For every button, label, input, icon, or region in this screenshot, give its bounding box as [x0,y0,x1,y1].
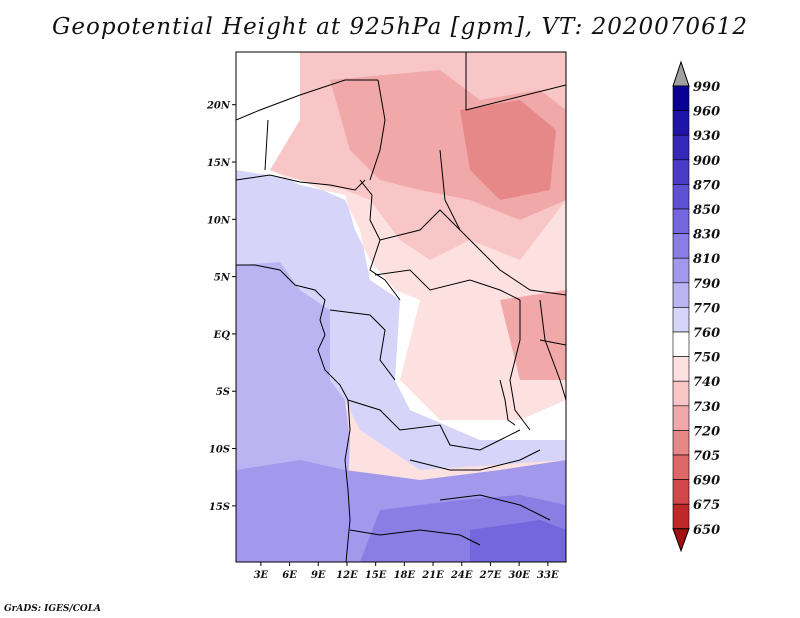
colorbar-level-label: 760 [693,326,720,341]
colorbar-level-label: 990 [693,80,720,95]
y-tick-label: 20N [206,101,231,112]
border-nigeria [264,119,269,171]
colorbar-swatch [672,307,690,333]
colorbar-level-label: 960 [693,105,720,120]
x-tick-label: 9E [311,570,326,581]
border-lake-chad [359,179,401,301]
colorbar-level-label: 770 [693,301,720,316]
field-east-pink [500,290,566,380]
country-borders [236,52,566,562]
field-red-max [460,100,556,200]
border-congo [329,309,396,381]
x-tick-label: 18E [394,570,416,581]
x-tick-label: 6E [282,570,297,581]
colorbar-swatch [672,479,690,505]
colorbar-level-label: 730 [693,400,720,415]
colorbar-swatch [672,257,690,284]
field-white-band [236,52,566,440]
colorbar-level-label: 650 [693,523,720,538]
border-east-africa [509,300,531,431]
colorbar-swatch [672,405,690,431]
x-tick-label: 24E [450,570,473,581]
border-zambia [409,449,541,471]
border-chad-sudan [369,79,386,181]
colorbar-swatch [672,233,690,259]
border-sudan-car [439,149,566,296]
border-angola-namibia [349,529,481,546]
y-tick-label: 5N [214,273,231,284]
colorbar-level-label: 930 [693,129,720,144]
field-south-darker [470,520,566,562]
colorbar-swatch [672,356,690,382]
colorbar-swatch [672,184,690,210]
colorbar-swatch [672,208,690,234]
colorbar-level-label: 690 [693,474,720,489]
colorbar-level-label: 830 [693,228,720,243]
border-zimbabwe [439,494,551,521]
colorbar-under-triangle [672,528,690,553]
x-axis: 3E 6E 9E 12E 15E 18E 21E 24E 27E 30E 33E [254,562,559,581]
y-axis: 20N 15N 10N 5N EQ 5S 10S 15S [206,101,236,513]
y-tick-label: 15N [207,158,231,169]
border-east-africa-2 [539,299,566,401]
colorbar-swatch [672,134,690,161]
colorbar-level-label: 740 [693,375,720,390]
x-tick-label: 12E [336,570,358,581]
colorbar-swatch [672,282,690,308]
colorbar: 990 960 930 900 870 850 830 810 790 770 760 750 740 7… [672,60,720,553]
colorbar-level-label: 790 [693,277,720,292]
coastline-west [236,264,351,562]
border-northwest [236,79,378,121]
x-tick-label: 30E [508,570,530,581]
y-tick-label: 10N [207,215,231,226]
y-tick-label: 15S [209,502,230,513]
border-egypt [465,52,566,111]
x-tick-label: 15E [365,570,387,581]
colorbar-level-label: 810 [693,252,720,267]
border-car-drc [374,269,521,301]
colorbar-swatch [672,503,690,530]
heatmap-field [236,52,566,562]
y-tick-label: 10S [209,445,230,456]
border-drc-angola [347,399,521,451]
field-coastal-band [236,170,566,470]
colorbar-level-label: 900 [693,154,720,169]
border-kenya [539,339,566,346]
colorbar-level-label: 720 [693,424,720,439]
map-frame [235,51,567,563]
colorbar-level-label: 705 [693,449,720,464]
colorbar-swatch [672,110,690,136]
colorbar-swatch [672,380,690,407]
colorbar-swatch [672,331,690,357]
colorbar-level-label: 850 [693,203,720,218]
x-tick-label: 3E [254,570,269,581]
y-tick-label: 5S [216,387,230,398]
colorbar-swatch [672,430,690,456]
colorbar-over-triangle [672,60,690,87]
y-tick-label: EQ [213,330,231,341]
colorbar-level-label: 750 [693,351,720,366]
colorbar-swatch [672,85,690,111]
colorbar-level-label: 870 [693,178,720,193]
border-sahel [236,174,366,191]
x-tick-label: 27E [479,570,502,581]
x-tick-label: 21E [421,570,444,581]
chart-title: Geopotential Height at 925hPa [gpm], VT:… [52,14,748,40]
border-car [379,209,461,241]
x-tick-label: 33E [537,570,559,581]
colorbar-level-label: 675 [693,498,720,513]
colorbar-swatch [672,454,690,480]
lake-shoreline [499,379,516,426]
colorbar-swatch [672,159,690,185]
grads-credit: GrADS: IGES/COLA [4,604,102,614]
